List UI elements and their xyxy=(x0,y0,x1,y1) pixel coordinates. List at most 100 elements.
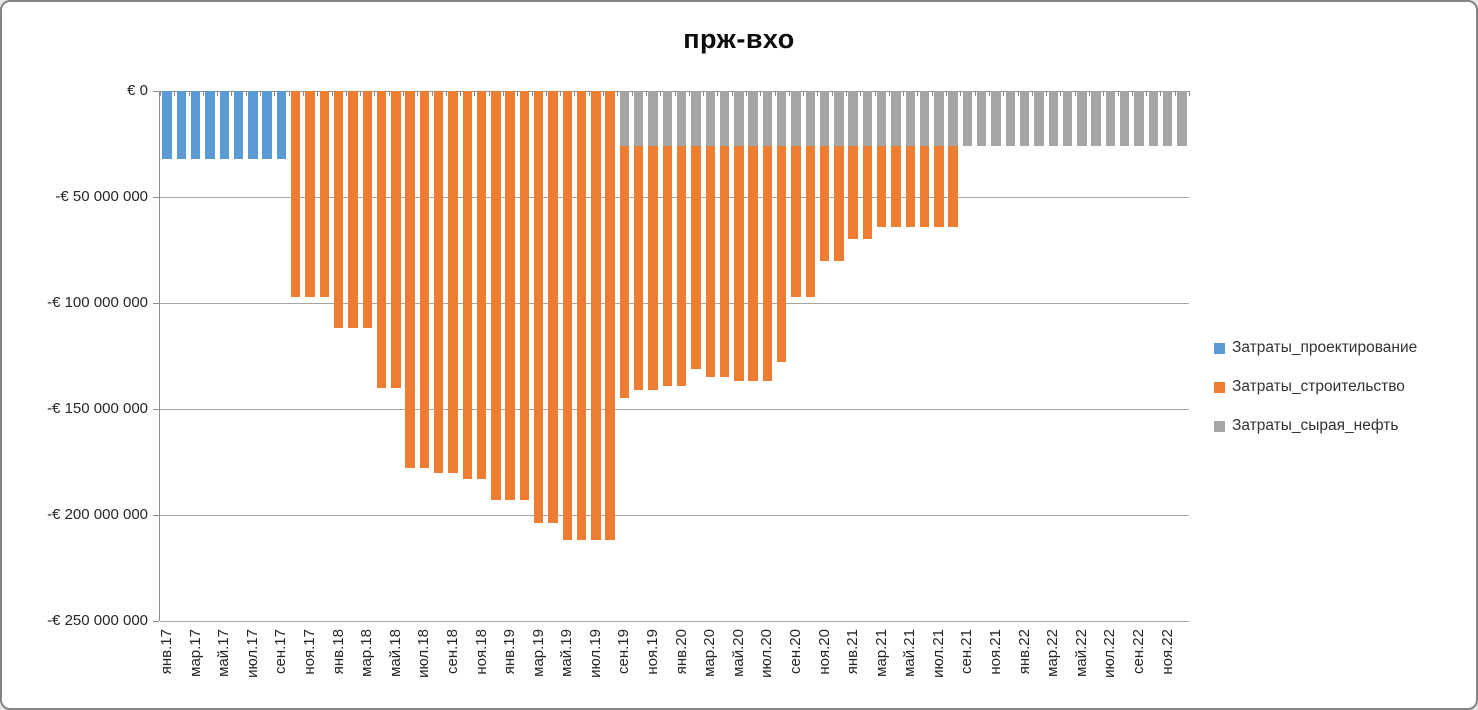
bar-segment-дек.18[interactable] xyxy=(491,91,501,501)
bar-segment-янв.21[interactable] xyxy=(848,146,858,240)
bar-segment-дек.22[interactable] xyxy=(1177,91,1187,147)
bar-segment-май.17[interactable] xyxy=(219,91,230,159)
legend-item-construction[interactable]: Затраты_строительство xyxy=(1214,378,1417,396)
bar-segment-фев.21[interactable] xyxy=(862,146,873,240)
bar-segment-мар.21[interactable] xyxy=(877,91,887,147)
bar-segment-дек.19[interactable] xyxy=(662,91,673,147)
bar-segment-окт.20[interactable] xyxy=(805,146,815,297)
bar-segment-июн.21[interactable] xyxy=(919,146,930,227)
bar-segment-ноя.18[interactable] xyxy=(476,91,487,479)
bar-segment-янв.20[interactable] xyxy=(676,91,687,147)
bar-segment-апр.17[interactable] xyxy=(205,91,215,159)
bar-segment-мар.20[interactable] xyxy=(705,146,715,378)
bar-segment-авг.19[interactable] xyxy=(605,91,615,541)
bar-segment-дек.17[interactable] xyxy=(319,91,330,297)
bar-segment-сен.21[interactable] xyxy=(962,91,973,147)
bar-segment-авг.20[interactable] xyxy=(776,146,787,363)
bar-segment-фев.19[interactable] xyxy=(519,91,530,501)
bar-segment-апр.21[interactable] xyxy=(891,146,901,227)
bar-segment-янв.20[interactable] xyxy=(676,146,687,386)
bar-segment-окт.20[interactable] xyxy=(805,91,815,147)
bar-segment-апр.20[interactable] xyxy=(719,146,730,378)
bar-segment-июн.18[interactable] xyxy=(405,91,415,469)
bar-segment-мар.20[interactable] xyxy=(705,91,715,147)
bar-segment-мар.18[interactable] xyxy=(362,91,372,329)
bar-segment-июн.22[interactable] xyxy=(1091,91,1101,147)
bar-segment-июн.17[interactable] xyxy=(233,91,244,159)
bar-segment-июл.21[interactable] xyxy=(934,91,944,147)
bar-segment-ноя.20[interactable] xyxy=(819,91,830,147)
bar-segment-июл.20[interactable] xyxy=(762,91,773,147)
bar-segment-янв.19[interactable] xyxy=(505,91,515,501)
bar-segment-май.20[interactable] xyxy=(734,91,744,147)
bar-segment-окт.19[interactable] xyxy=(634,146,644,390)
bar-segment-мар.21[interactable] xyxy=(877,146,887,227)
bar-segment-дек.19[interactable] xyxy=(662,146,673,386)
bar-segment-май.19[interactable] xyxy=(562,91,573,541)
bar-segment-июл.18[interactable] xyxy=(419,91,430,469)
bar-segment-окт.18[interactable] xyxy=(462,91,472,479)
bar-segment-сен.19[interactable] xyxy=(619,91,630,147)
bar-segment-июн.20[interactable] xyxy=(748,146,758,382)
bar-segment-дек.21[interactable] xyxy=(1005,91,1016,147)
bar-segment-ноя.17[interactable] xyxy=(305,91,315,297)
bar-segment-ноя.21[interactable] xyxy=(991,91,1001,147)
bar-segment-окт.19[interactable] xyxy=(634,91,644,147)
bar-segment-апр.20[interactable] xyxy=(719,91,730,147)
bar-segment-сен.22[interactable] xyxy=(1134,91,1144,147)
bar-segment-авг.18[interactable] xyxy=(433,91,444,473)
bar-segment-окт.21[interactable] xyxy=(977,91,987,147)
bar-segment-апр.22[interactable] xyxy=(1062,91,1073,147)
bar-segment-фев.18[interactable] xyxy=(348,91,358,329)
bar-segment-июл.20[interactable] xyxy=(762,146,773,382)
bar-segment-май.18[interactable] xyxy=(391,91,401,388)
bar-segment-июл.21[interactable] xyxy=(934,146,944,227)
bar-segment-янв.21[interactable] xyxy=(848,91,858,147)
bar-segment-сен.19[interactable] xyxy=(619,146,630,399)
bar-segment-сен.20[interactable] xyxy=(791,91,801,147)
bar-segment-май.22[interactable] xyxy=(1077,91,1087,147)
bar-segment-янв.22[interactable] xyxy=(1019,91,1030,147)
bar-segment-мар.17[interactable] xyxy=(191,91,201,159)
bar-segment-дек.20[interactable] xyxy=(834,146,844,261)
bar-segment-янв.18[interactable] xyxy=(333,91,344,329)
bar-segment-июл.22[interactable] xyxy=(1105,91,1116,147)
bar-segment-май.20[interactable] xyxy=(734,146,744,382)
bar-segment-дек.20[interactable] xyxy=(834,91,844,147)
bar-segment-фев.21[interactable] xyxy=(862,91,873,147)
bar-segment-авг.22[interactable] xyxy=(1119,91,1130,147)
bar-segment-май.21[interactable] xyxy=(905,146,916,227)
bar-segment-апр.21[interactable] xyxy=(891,91,901,147)
bar-segment-окт.17[interactable] xyxy=(291,91,301,297)
bar-segment-окт.22[interactable] xyxy=(1148,91,1158,147)
bar-segment-ноя.19[interactable] xyxy=(648,91,658,147)
bar-segment-ноя.22[interactable] xyxy=(1162,91,1173,147)
bar-segment-апр.19[interactable] xyxy=(548,91,558,524)
bar-segment-ноя.19[interactable] xyxy=(648,146,658,390)
bar-segment-сен.17[interactable] xyxy=(276,91,287,159)
bar-segment-авг.17[interactable] xyxy=(262,91,272,159)
bar-segment-авг.20[interactable] xyxy=(776,91,787,147)
bar-segment-янв.17[interactable] xyxy=(162,91,172,159)
bar-segment-апр.18[interactable] xyxy=(376,91,387,388)
bar-segment-сен.20[interactable] xyxy=(791,146,801,297)
bar-segment-фев.20[interactable] xyxy=(691,146,701,369)
bar-segment-ноя.20[interactable] xyxy=(819,146,830,261)
bar-segment-сен.18[interactable] xyxy=(448,91,458,473)
bar-segment-июн.20[interactable] xyxy=(748,91,758,147)
bar-segment-июл.17[interactable] xyxy=(248,91,258,159)
bar-segment-май.21[interactable] xyxy=(905,91,916,147)
bar-segment-авг.21[interactable] xyxy=(948,91,958,147)
bar-segment-июн.19[interactable] xyxy=(576,91,587,541)
bar-segment-мар.19[interactable] xyxy=(534,91,544,524)
bar-segment-фев.22[interactable] xyxy=(1034,91,1044,147)
legend-item-design[interactable]: Затраты_проектирование xyxy=(1214,339,1417,357)
legend-item-crude-oil[interactable]: Затраты_сырая_нефть xyxy=(1214,417,1417,435)
bar-segment-мар.22[interactable] xyxy=(1048,91,1058,147)
bar-segment-авг.21[interactable] xyxy=(948,146,958,227)
bar-segment-июн.21[interactable] xyxy=(919,91,930,147)
bar-segment-июл.19[interactable] xyxy=(591,91,601,541)
bar-segment-фев.20[interactable] xyxy=(691,91,701,147)
plot-area[interactable] xyxy=(153,91,1190,622)
bar-segment-фев.17[interactable] xyxy=(176,91,187,159)
